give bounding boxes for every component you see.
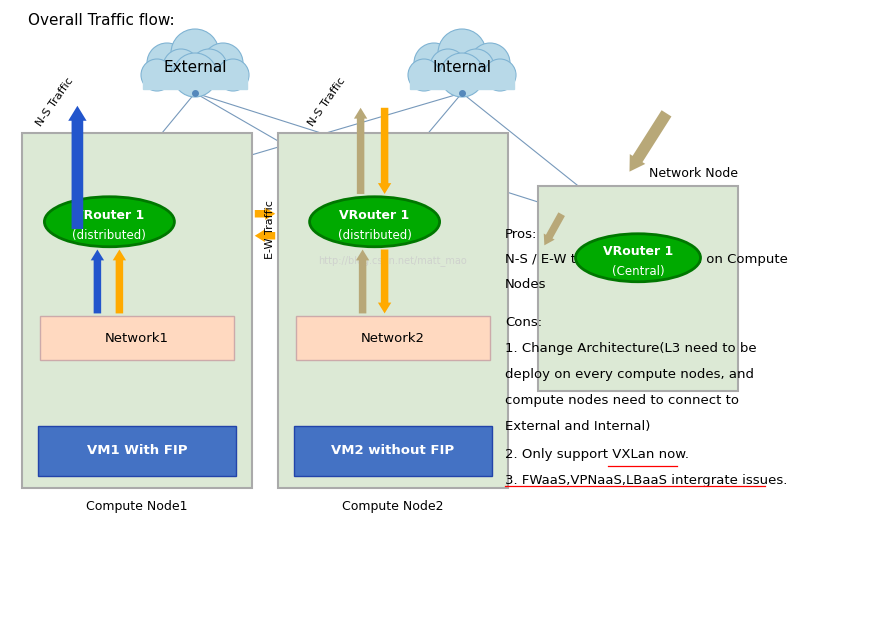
Text: Cons:: Cons: bbox=[505, 316, 542, 329]
Circle shape bbox=[414, 43, 454, 83]
Text: http://blog.csdn.net/matt_mao: http://blog.csdn.net/matt_mao bbox=[318, 256, 467, 266]
Text: Overall Traffic flow:: Overall Traffic flow: bbox=[28, 13, 175, 28]
Circle shape bbox=[440, 53, 484, 97]
Text: VM2 without FIP: VM2 without FIP bbox=[331, 444, 454, 458]
Text: Compute Node2: Compute Node2 bbox=[342, 500, 444, 513]
Text: 3. FWaaS,VPNaaS,LBaaS intergrate issues.: 3. FWaaS,VPNaaS,LBaaS intergrate issues. bbox=[505, 474, 787, 487]
FancyBboxPatch shape bbox=[22, 133, 252, 488]
Text: Internal: Internal bbox=[433, 60, 492, 75]
Ellipse shape bbox=[575, 234, 700, 282]
Text: Compute Node1: Compute Node1 bbox=[86, 500, 188, 513]
Text: Network Node: Network Node bbox=[649, 167, 738, 180]
Circle shape bbox=[470, 43, 510, 83]
FancyBboxPatch shape bbox=[296, 316, 490, 360]
Circle shape bbox=[217, 59, 249, 91]
Circle shape bbox=[484, 59, 516, 91]
FancyBboxPatch shape bbox=[294, 426, 492, 476]
Text: Network1: Network1 bbox=[105, 332, 169, 345]
Text: External: External bbox=[163, 60, 227, 75]
Text: (distributed): (distributed) bbox=[72, 229, 146, 242]
Text: N-S / E-W traffic is distributed on Compute: N-S / E-W traffic is distributed on Comp… bbox=[505, 253, 788, 266]
Ellipse shape bbox=[309, 197, 440, 247]
Circle shape bbox=[163, 49, 199, 85]
Text: Network2: Network2 bbox=[361, 332, 425, 345]
Circle shape bbox=[173, 53, 217, 97]
Text: deploy on every compute nodes, and: deploy on every compute nodes, and bbox=[505, 368, 754, 381]
FancyBboxPatch shape bbox=[410, 71, 514, 89]
Circle shape bbox=[141, 59, 173, 91]
Text: VRouter 1: VRouter 1 bbox=[74, 210, 144, 222]
FancyBboxPatch shape bbox=[538, 186, 738, 391]
Text: VRouter 1: VRouter 1 bbox=[603, 245, 673, 258]
Ellipse shape bbox=[44, 197, 175, 247]
Text: VRouter 1: VRouter 1 bbox=[340, 210, 409, 222]
FancyBboxPatch shape bbox=[38, 426, 236, 476]
Text: N-S Traffic: N-S Traffic bbox=[306, 76, 347, 128]
Circle shape bbox=[408, 59, 440, 91]
Circle shape bbox=[171, 29, 219, 77]
Text: Nodes: Nodes bbox=[505, 278, 547, 291]
Text: N-S Traffic: N-S Traffic bbox=[34, 76, 75, 128]
Circle shape bbox=[147, 43, 187, 83]
FancyBboxPatch shape bbox=[143, 71, 247, 89]
Text: VM1 With FIP: VM1 With FIP bbox=[87, 444, 187, 458]
Text: Pros:: Pros: bbox=[505, 228, 537, 241]
FancyBboxPatch shape bbox=[40, 316, 234, 360]
Circle shape bbox=[203, 43, 243, 83]
Circle shape bbox=[458, 49, 494, 85]
Text: 2. Only support VXLan now.: 2. Only support VXLan now. bbox=[505, 448, 689, 461]
Text: 1. Change Architecture(L3 need to be: 1. Change Architecture(L3 need to be bbox=[505, 342, 757, 355]
Text: compute nodes need to connect to: compute nodes need to connect to bbox=[505, 394, 739, 407]
Text: (Central): (Central) bbox=[612, 265, 664, 279]
Text: E-W Traffic: E-W Traffic bbox=[265, 200, 275, 259]
Text: (distributed): (distributed) bbox=[338, 229, 412, 242]
Circle shape bbox=[438, 29, 486, 77]
Circle shape bbox=[430, 49, 466, 85]
Text: External and Internal): External and Internal) bbox=[505, 420, 650, 433]
FancyBboxPatch shape bbox=[278, 133, 508, 488]
Circle shape bbox=[191, 49, 227, 85]
